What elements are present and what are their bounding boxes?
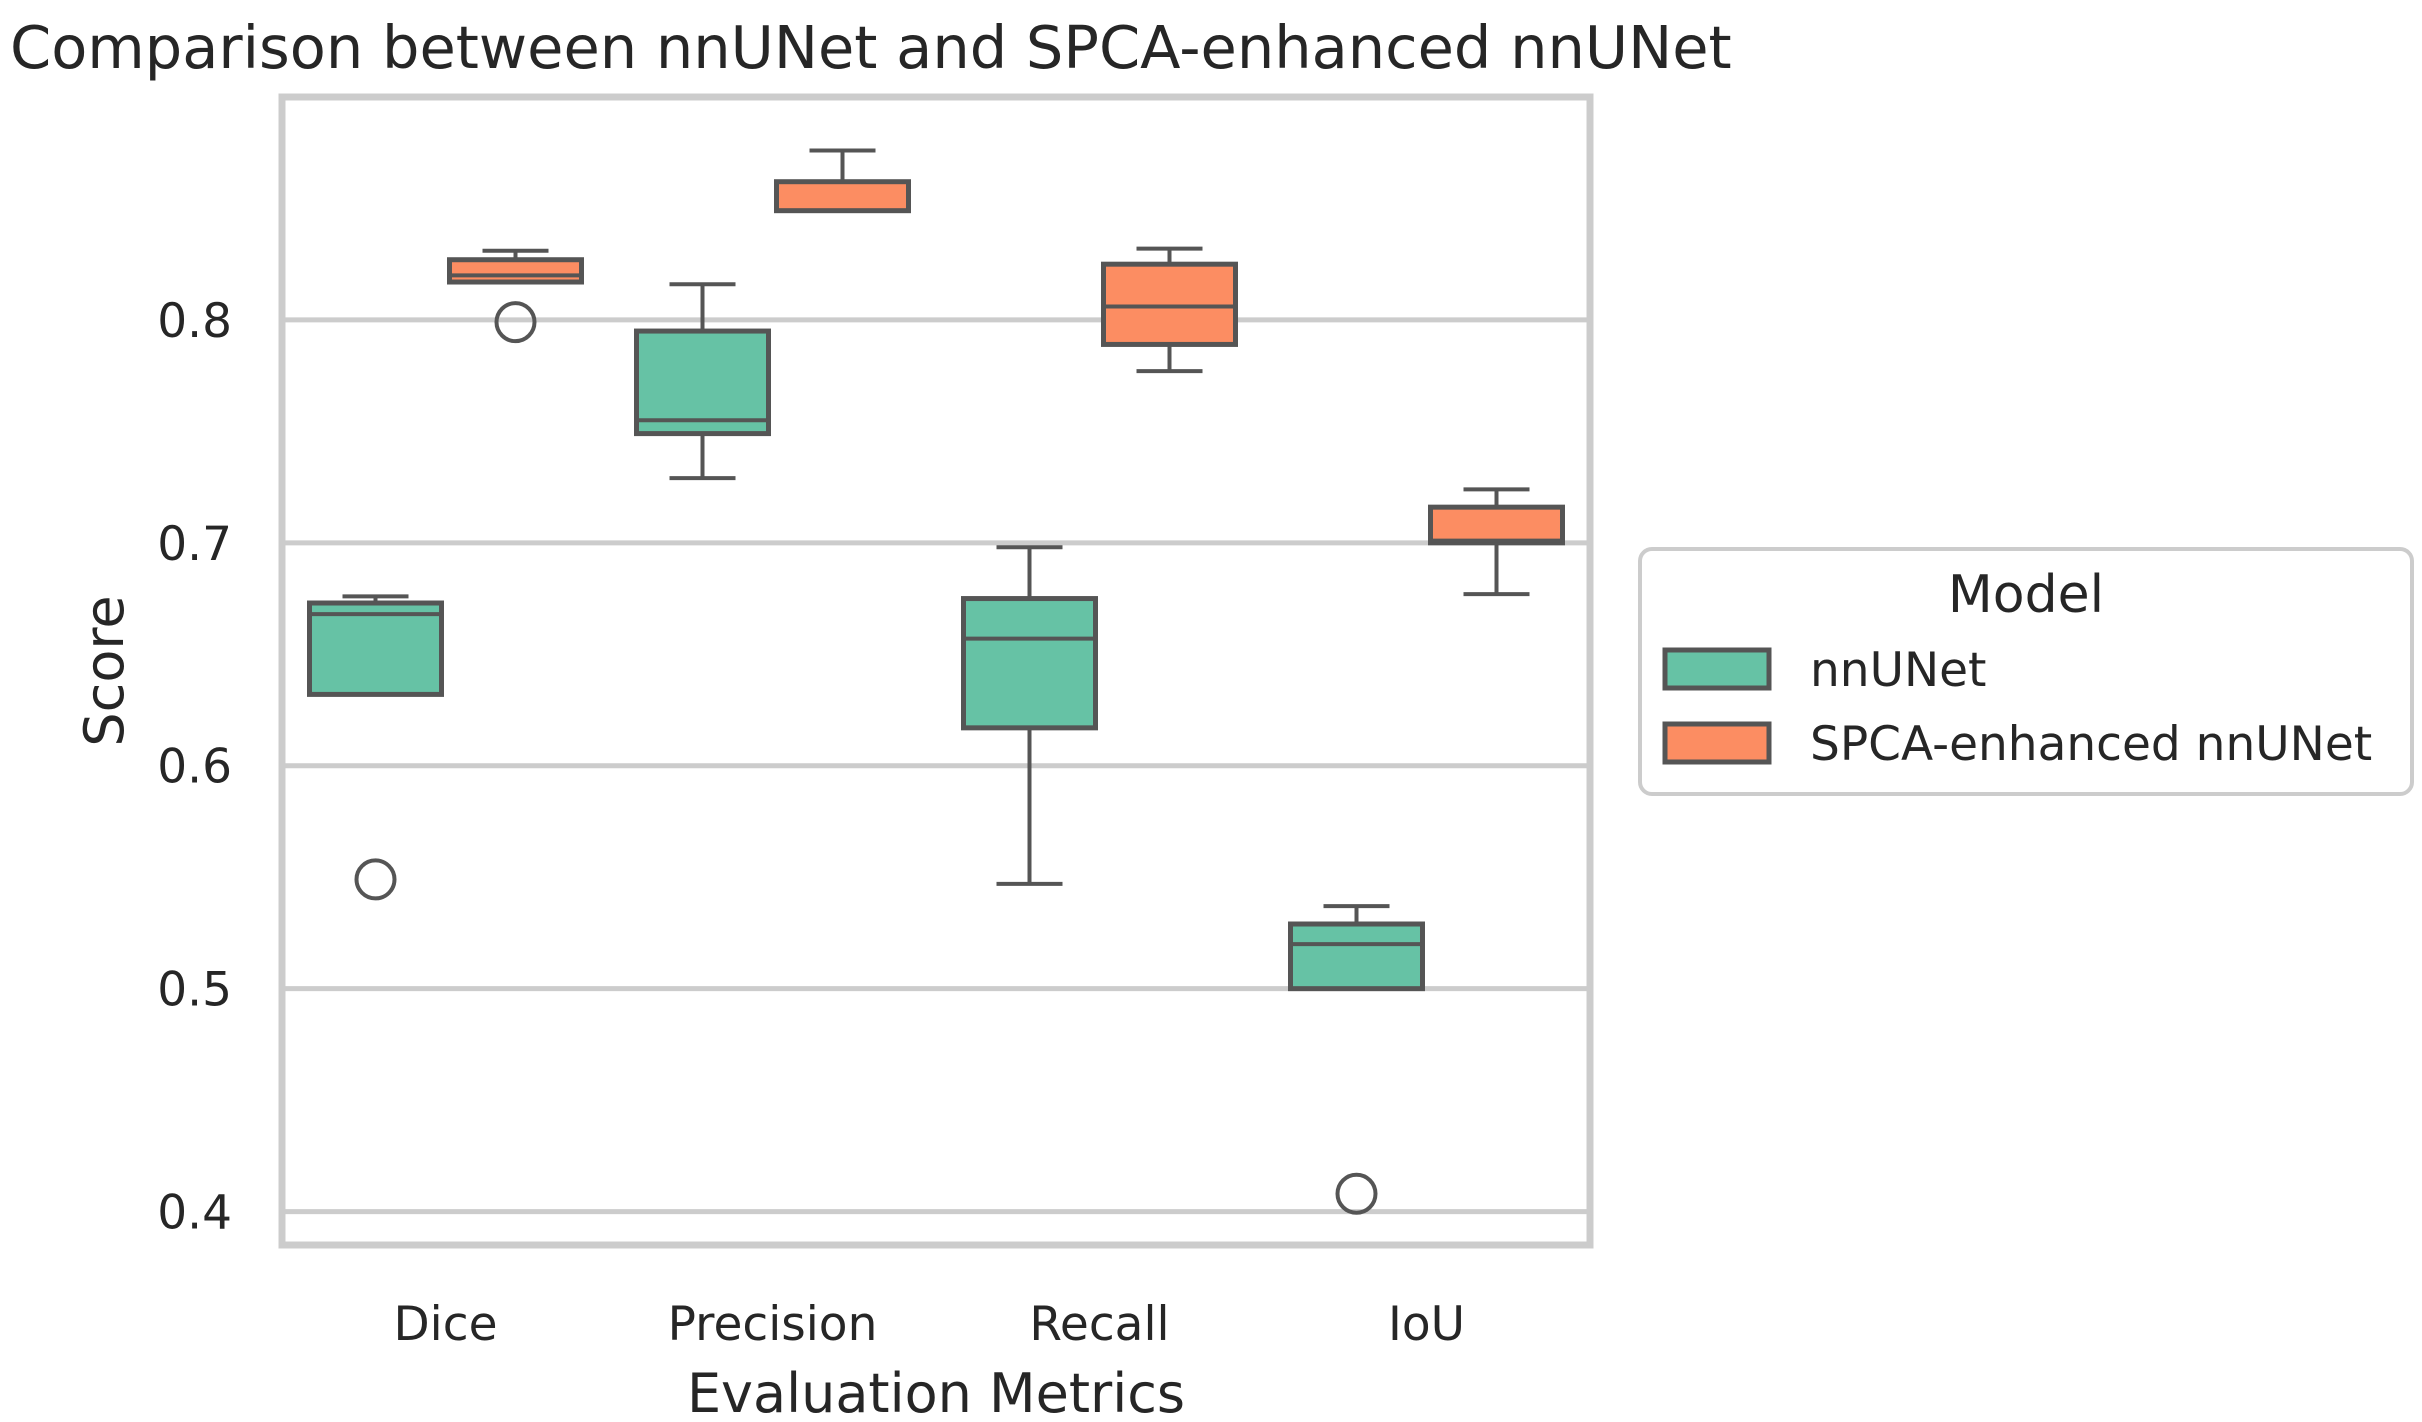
box-nnunet-iou bbox=[1288, 904, 1425, 1215]
legend: Model nnUNet SPCA-enhanced nnUNet bbox=[1638, 547, 2414, 796]
x-tick-label: Recall bbox=[1029, 1297, 1169, 1352]
outlier-point bbox=[494, 301, 537, 344]
box-body bbox=[447, 257, 584, 285]
box-body bbox=[307, 600, 444, 697]
box-nnunet-dice bbox=[307, 594, 444, 901]
y-tick-label: 0.6 bbox=[157, 740, 232, 795]
box-spca-nnunet-precision bbox=[774, 148, 911, 214]
box-body bbox=[961, 596, 1098, 731]
legend-label: nnUNet bbox=[1810, 643, 1986, 698]
x-axis-label: Evaluation Metrics bbox=[687, 1362, 1185, 1422]
y-tick-labels: 0.4 0.5 0.6 0.7 0.8 bbox=[157, 294, 232, 1241]
box-spca-nnunet-recall bbox=[1101, 246, 1238, 374]
box-nnunet-precision bbox=[634, 282, 771, 481]
legend-swatch bbox=[1662, 647, 1772, 691]
box-body bbox=[1288, 921, 1425, 992]
legend-label: SPCA-enhanced nnUNet bbox=[1810, 717, 2372, 772]
box-spca-nnunet-dice bbox=[447, 248, 584, 344]
box-body bbox=[774, 179, 911, 214]
box-body bbox=[1428, 504, 1565, 546]
outlier-point bbox=[354, 858, 397, 901]
legend-frame bbox=[1638, 547, 2414, 796]
box-spca-nnunet-iou bbox=[1428, 487, 1565, 597]
legend-swatch bbox=[1662, 721, 1772, 765]
x-tick-label: Dice bbox=[393, 1297, 497, 1352]
chart-title: Comparison between nnUNet and SPCA-enhan… bbox=[10, 13, 1732, 82]
y-tick-label: 0.8 bbox=[157, 294, 232, 349]
grid-lines bbox=[282, 317, 1590, 1215]
box-body bbox=[1101, 261, 1238, 347]
x-tick-label: Precision bbox=[668, 1297, 878, 1352]
outlier-point bbox=[1335, 1172, 1378, 1215]
box-nnunet-recall bbox=[961, 545, 1098, 886]
plot-area bbox=[307, 148, 1565, 1215]
legend-title: Model bbox=[1948, 565, 2104, 625]
y-axis-label: Score bbox=[73, 595, 136, 746]
box-body bbox=[634, 328, 771, 437]
x-tick-label: IoU bbox=[1388, 1297, 1465, 1352]
y-tick-label: 0.7 bbox=[157, 517, 232, 572]
y-tick-label: 0.5 bbox=[157, 963, 232, 1018]
x-tick-labels: Dice Precision Recall IoU bbox=[393, 1297, 1465, 1352]
y-tick-label: 0.4 bbox=[157, 1186, 232, 1241]
plot-frame bbox=[278, 93, 1594, 1249]
